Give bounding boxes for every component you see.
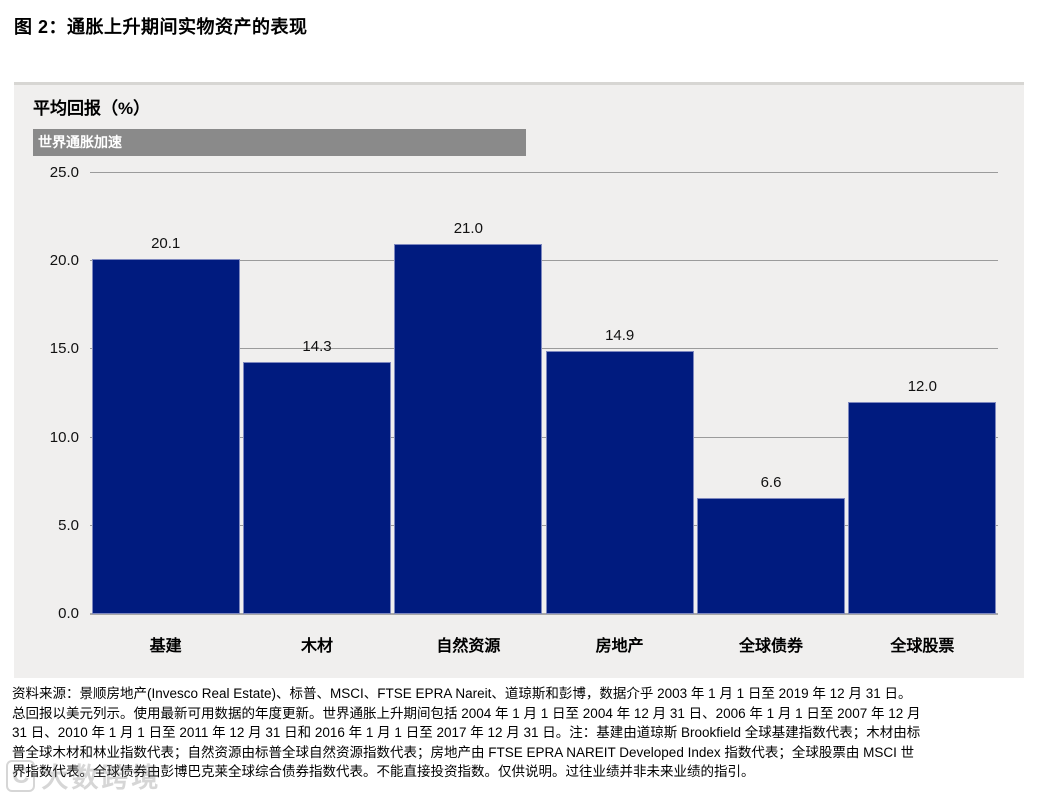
- bar-全球股票: [848, 402, 997, 614]
- x-axis-label-木材: 木材: [300, 638, 333, 655]
- bar-自然资源: [394, 243, 543, 614]
- bar-value-label: 20.1: [151, 235, 181, 253]
- bar-房地产: [545, 351, 694, 614]
- bar-木材: [242, 361, 391, 614]
- bar-value-label: 14.3: [302, 337, 332, 355]
- bar-value-label: 14.9: [605, 327, 635, 345]
- y-tick-label-20.0: 20.0: [49, 252, 79, 270]
- source-note-line: 总回报以美元列示。使用最新可用数据的年度更新。世界通胀上升期间包括 2004 年…: [12, 705, 921, 721]
- x-axis-label-房地产: 房地产: [595, 638, 644, 655]
- bar-value-label: 6.6: [760, 473, 782, 491]
- source-note-line: 31 日、2010 年 1 月 1 日至 2011 年 12 月 31 日和 2…: [12, 725, 921, 741]
- bar-value-label: 21.0: [453, 219, 483, 237]
- x-axis-label-基建: 基建: [149, 638, 182, 655]
- y-tick-label-5.0: 5.0: [58, 516, 79, 534]
- inflation-period-banner: 世界通胀加速: [33, 129, 526, 156]
- y-tick-label-15.0: 15.0: [49, 340, 79, 358]
- gridline-15.0: [90, 348, 998, 350]
- x-axis-label-全球债券: 全球债券: [738, 638, 803, 655]
- gridline-25.0: [90, 172, 998, 173]
- y-tick-label-10.0: 10.0: [49, 428, 79, 446]
- source-note-line: 普全球木材和林业指数代表；自然资源由标普全球自然资源指数代表；房地产由 FTSE…: [12, 744, 915, 760]
- source-note: 资料来源：景顺房地产(Invesco Real Estate)、标普、MSCI、…: [12, 684, 1030, 782]
- source-note-line: 界指数代表。全球债券由彭博巴克莱全球综合债券指数代表。不能直接投资指数。仅供说明…: [12, 764, 755, 780]
- gridline-5.0: [90, 524, 998, 526]
- source-note-line: 资料来源：景顺房地产(Invesco Real Estate)、标普、MSCI、…: [12, 686, 912, 701]
- x-axis-label-自然资源: 自然资源: [436, 638, 501, 655]
- bar-基建: [91, 259, 240, 614]
- x-axis-line: [90, 613, 998, 615]
- y-tick-label-25.0: 25.0: [49, 164, 79, 181]
- bar-chart-plot-area: 0.0 5.0 10.0 15.0 20.0 25.0 20.1 14.3 21.0 14.9 6.…: [50, 164, 998, 622]
- gridline-10.0: [90, 436, 998, 438]
- x-axis-label-全球股票: 全球股票: [890, 638, 955, 655]
- y-tick-label-0.0: 0.0: [58, 605, 79, 622]
- figure-title: 图 2：通胀上升期间实物资产的表现: [14, 17, 308, 37]
- chart-panel: 平均回报（%） 世界通胀加速 0.0 5.0 10.0 15.0 20.0 25.0 20.…: [14, 82, 1024, 678]
- gridline-20.0: [90, 260, 998, 262]
- bar-value-label: 12.0: [907, 378, 937, 396]
- y-axis-title: 平均回报（%）: [33, 99, 151, 118]
- bar-全球债券: [696, 497, 845, 614]
